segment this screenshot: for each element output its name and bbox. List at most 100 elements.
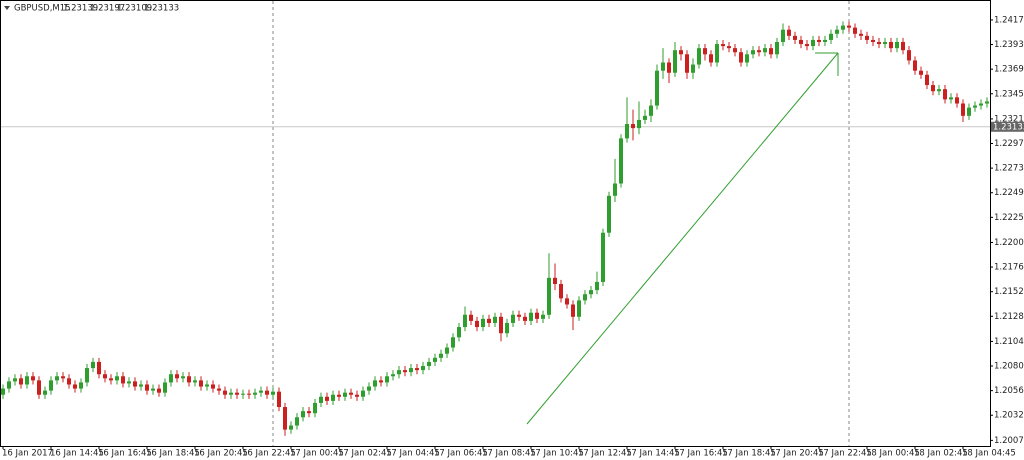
candle-body [805, 44, 809, 47]
candle-body [757, 50, 761, 53]
y-tick-label: 1.23455 [994, 89, 1024, 99]
candle-body [481, 318, 485, 328]
candle-body [577, 300, 581, 317]
y-tick-label: 1.20800 [994, 362, 1024, 372]
candle-body [901, 41, 905, 51]
candle-body [691, 64, 695, 73]
candle-body [643, 115, 647, 120]
candle-body [961, 103, 965, 116]
candle-body [823, 39, 827, 42]
candle-body [649, 105, 653, 116]
candle-body [457, 327, 461, 338]
candle-body [325, 396, 329, 401]
candle-body [571, 304, 575, 317]
candle-body [847, 25, 851, 28]
candle-body [181, 376, 185, 379]
x-tick-label: 16 Jan 18:45 [146, 449, 200, 459]
candle-body [295, 417, 299, 426]
candle-body [337, 394, 341, 397]
candle-body [835, 29, 839, 34]
candle-body [907, 50, 911, 61]
candles-layer [1, 21, 989, 436]
x-tick-label: 17 Jan 22:45 [818, 449, 872, 459]
candle-body [145, 384, 149, 391]
candle-body [37, 380, 41, 395]
candle-body [973, 105, 977, 108]
candle-body [301, 411, 305, 418]
candle-body [781, 29, 785, 42]
candle-body [331, 394, 335, 401]
candle-body [133, 381, 137, 387]
candle-body [433, 357, 437, 362]
candle-body [379, 380, 383, 383]
x-tick-label: 17 Jan 16:45 [674, 449, 728, 459]
candle-body [511, 314, 515, 323]
candle-body [967, 107, 971, 116]
candle-body [739, 52, 743, 63]
candle-body [445, 347, 449, 354]
candle-body [631, 124, 635, 129]
y-tick-label: 1.21285 [994, 312, 1024, 322]
candle-body [1, 388, 5, 395]
x-tick-label: 16 Jan 16:45 [98, 449, 152, 459]
y-tick-label: 1.24175 [994, 15, 1024, 25]
candle-body [595, 281, 599, 291]
candle-body [553, 277, 557, 284]
candle-body [517, 314, 521, 317]
candle-body [601, 232, 605, 282]
candle-body [187, 376, 191, 383]
candle-body [709, 54, 713, 63]
y-tick-label: 1.21765 [994, 263, 1024, 273]
x-tick-label: 17 Jan 12:45 [578, 449, 632, 459]
candle-body [415, 368, 419, 371]
candle-body [679, 50, 683, 55]
candle-body [151, 388, 155, 391]
menu-triangle[interactable] [4, 6, 10, 10]
candle-body [943, 89, 947, 100]
y-tick-label: 1.23695 [994, 65, 1024, 75]
y-tick-label: 1.22970 [994, 139, 1024, 149]
candle-body [607, 195, 611, 233]
candle-body [661, 62, 665, 71]
candle-body [763, 48, 767, 53]
high-price: 1.23197 [90, 4, 125, 14]
y-tick-label: 1.20075 [994, 436, 1024, 446]
candle-body [877, 41, 881, 45]
candle-body [529, 312, 533, 321]
candle-body [535, 312, 539, 319]
x-tick-label: 18 Jan 00:45 [866, 449, 920, 459]
candle-body [469, 314, 473, 321]
candle-body [175, 374, 179, 379]
candle-body [919, 70, 923, 75]
y-tick-label: 1.22250 [994, 213, 1024, 223]
candle-body [721, 44, 725, 47]
candle-body [169, 374, 173, 383]
candle-body [955, 97, 959, 104]
candle-body [817, 39, 821, 42]
candle-body [829, 33, 833, 40]
x-tick-label: 17 Jan 02:45 [338, 449, 392, 459]
candle-body [247, 393, 251, 395]
candle-body [493, 316, 497, 323]
candle-body [889, 41, 893, 49]
candle-body [715, 44, 719, 63]
candle-body [199, 380, 203, 387]
x-tick-label: 17 Jan 04:45 [386, 449, 440, 459]
candle-body [397, 370, 401, 375]
candle-body [229, 392, 233, 395]
candle-body [931, 85, 935, 92]
candle-body [937, 89, 941, 92]
candle-body [349, 392, 353, 395]
candle-body [31, 376, 35, 381]
candle-body [859, 33, 863, 36]
candle-body [841, 25, 845, 30]
x-tick-label: 18 Jan 04:45 [962, 449, 1016, 459]
candle-body [787, 29, 791, 36]
candle-body [913, 60, 917, 71]
candle-body [475, 320, 479, 328]
header: GBPUSD,M15 1.23139 1.23197 1.23109 1.231… [4, 4, 179, 14]
candle-body [523, 316, 527, 321]
candle-body [319, 396, 323, 403]
